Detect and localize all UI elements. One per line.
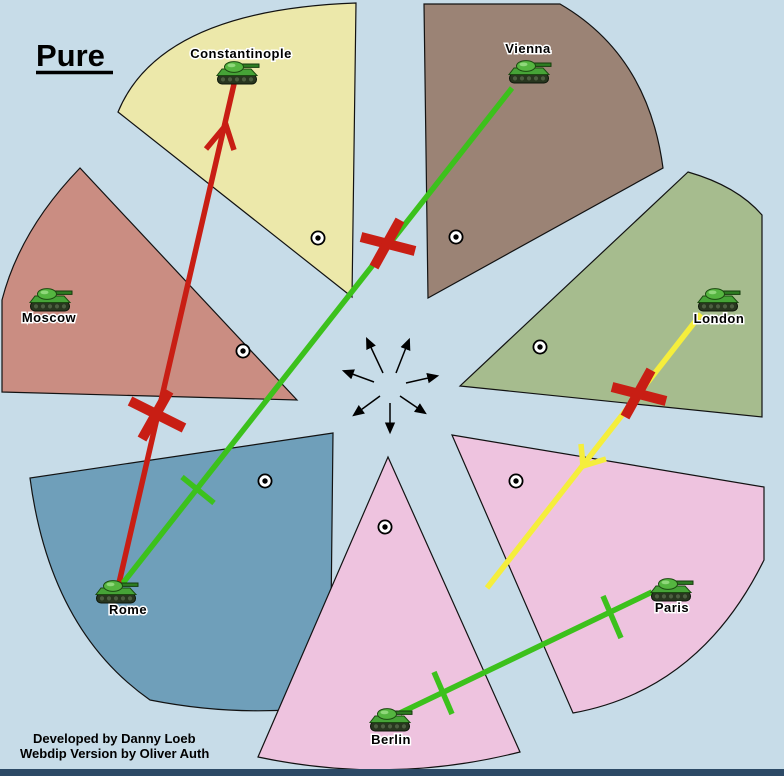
arrowhead-london-berlin [578,443,607,470]
supply-center-icon-constantinople [310,230,326,246]
order-line-rome-vienna [120,86,515,585]
center-compass-arrows-icon [341,336,440,435]
order-arrows [116,83,704,716]
failed-order-x-icons [127,217,668,442]
territory-london[interactable] [458,171,763,418]
territory-label-london: London [694,311,745,326]
territory-label-rome: Rome [109,602,147,617]
bottom-border-strip [0,769,784,776]
arrowhead-rome-constantinople [203,119,237,151]
order-line-rome-constantinople [116,83,237,584]
territory-label-paris: Paris [655,600,689,615]
territory-label-constantinople: Constantinople [190,46,292,61]
territory-label-moscow: Moscow [22,310,77,325]
credits-line-1: Developed by Danny Loeb [33,731,196,746]
support-crossbar-paris [600,594,624,640]
support-crossbar-rome-vienna [180,474,216,506]
red-x-icon-london-move [610,367,668,420]
territory-rome[interactable] [29,432,334,712]
supply-center-icon-paris [508,473,524,489]
territory-constantinople[interactable] [117,2,357,299]
territory-label-berlin: Berlin [371,732,411,747]
territory-label-vienna: Vienna [505,41,551,56]
territory-vienna[interactable] [423,3,664,300]
supply-center-icon-moscow [235,343,251,359]
supply-center-icon-berlin [377,519,393,535]
credits-line-2: Webdip Version by Oliver Auth [20,746,209,761]
supply-center-icon-vienna [448,229,464,245]
red-x-icon-rome-support [359,217,417,270]
territory-labels: Constantinople Vienna Moscow London Rome… [20,40,745,749]
territory-moscow[interactable] [1,167,299,401]
supply-center-icon-rome [257,473,273,489]
map-title: Pure [36,38,105,73]
support-crossbar-berlin [431,670,455,716]
territory-paris[interactable] [451,434,765,714]
red-x-icon-rome-move [127,388,187,442]
order-line-london-berlin [484,312,704,590]
supply-center-icon-london [532,339,548,355]
